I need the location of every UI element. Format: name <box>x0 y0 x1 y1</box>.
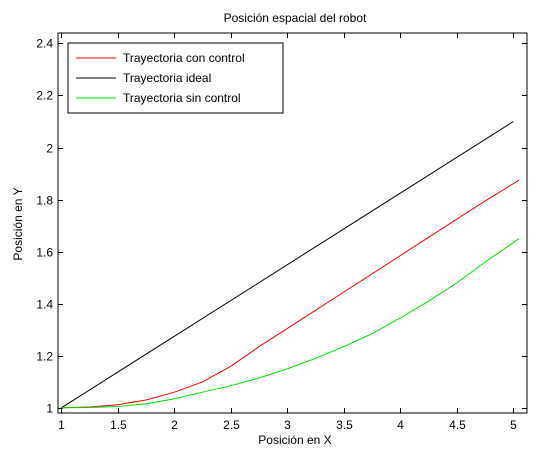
legend-label-2: Trayectoria sin control <box>123 91 241 105</box>
series-line-2 <box>61 238 520 409</box>
chart-title: Posición espacial del robot <box>224 11 367 25</box>
legend-label-0: Trayectoria con control <box>123 51 245 65</box>
y-tick-label: 2.4 <box>36 37 53 51</box>
x-tick-label: 3 <box>284 418 291 432</box>
x-tick-label: 1 <box>58 418 65 432</box>
x-tick-label: 2.5 <box>223 418 240 432</box>
y-tick-label: 1.8 <box>36 194 53 208</box>
x-tick-label: 4 <box>397 418 404 432</box>
x-tick-label: 5 <box>510 418 517 432</box>
x-axis-label: Posición en X <box>258 433 331 447</box>
y-tick-label: 1.4 <box>36 298 53 312</box>
x-tick-label: 3.5 <box>336 418 353 432</box>
x-tick-label: 4.5 <box>449 418 466 432</box>
y-tick-label: 1 <box>46 402 53 416</box>
legend-label-1: Trayectoria ideal <box>123 71 211 85</box>
x-tick-label: 1.5 <box>110 418 127 432</box>
y-tick-label: 1.2 <box>36 350 53 364</box>
plot-area: 1 1.5 2 2.5 3 3.5 4 4.5 5 1 1.2 1.4 1.6 1.8 2 2.2 2.4 Tra… <box>36 32 528 432</box>
y-axis-label: Posición en Y <box>11 187 25 260</box>
y-tick-label: 1.6 <box>36 246 53 260</box>
series-line-0 <box>61 179 520 409</box>
axes-box <box>57 32 528 414</box>
y-tick-label: 2.2 <box>36 89 53 103</box>
x-tick-label: 2 <box>171 418 178 432</box>
y-tick-label: 2 <box>46 142 53 156</box>
series-line-1 <box>61 121 514 409</box>
